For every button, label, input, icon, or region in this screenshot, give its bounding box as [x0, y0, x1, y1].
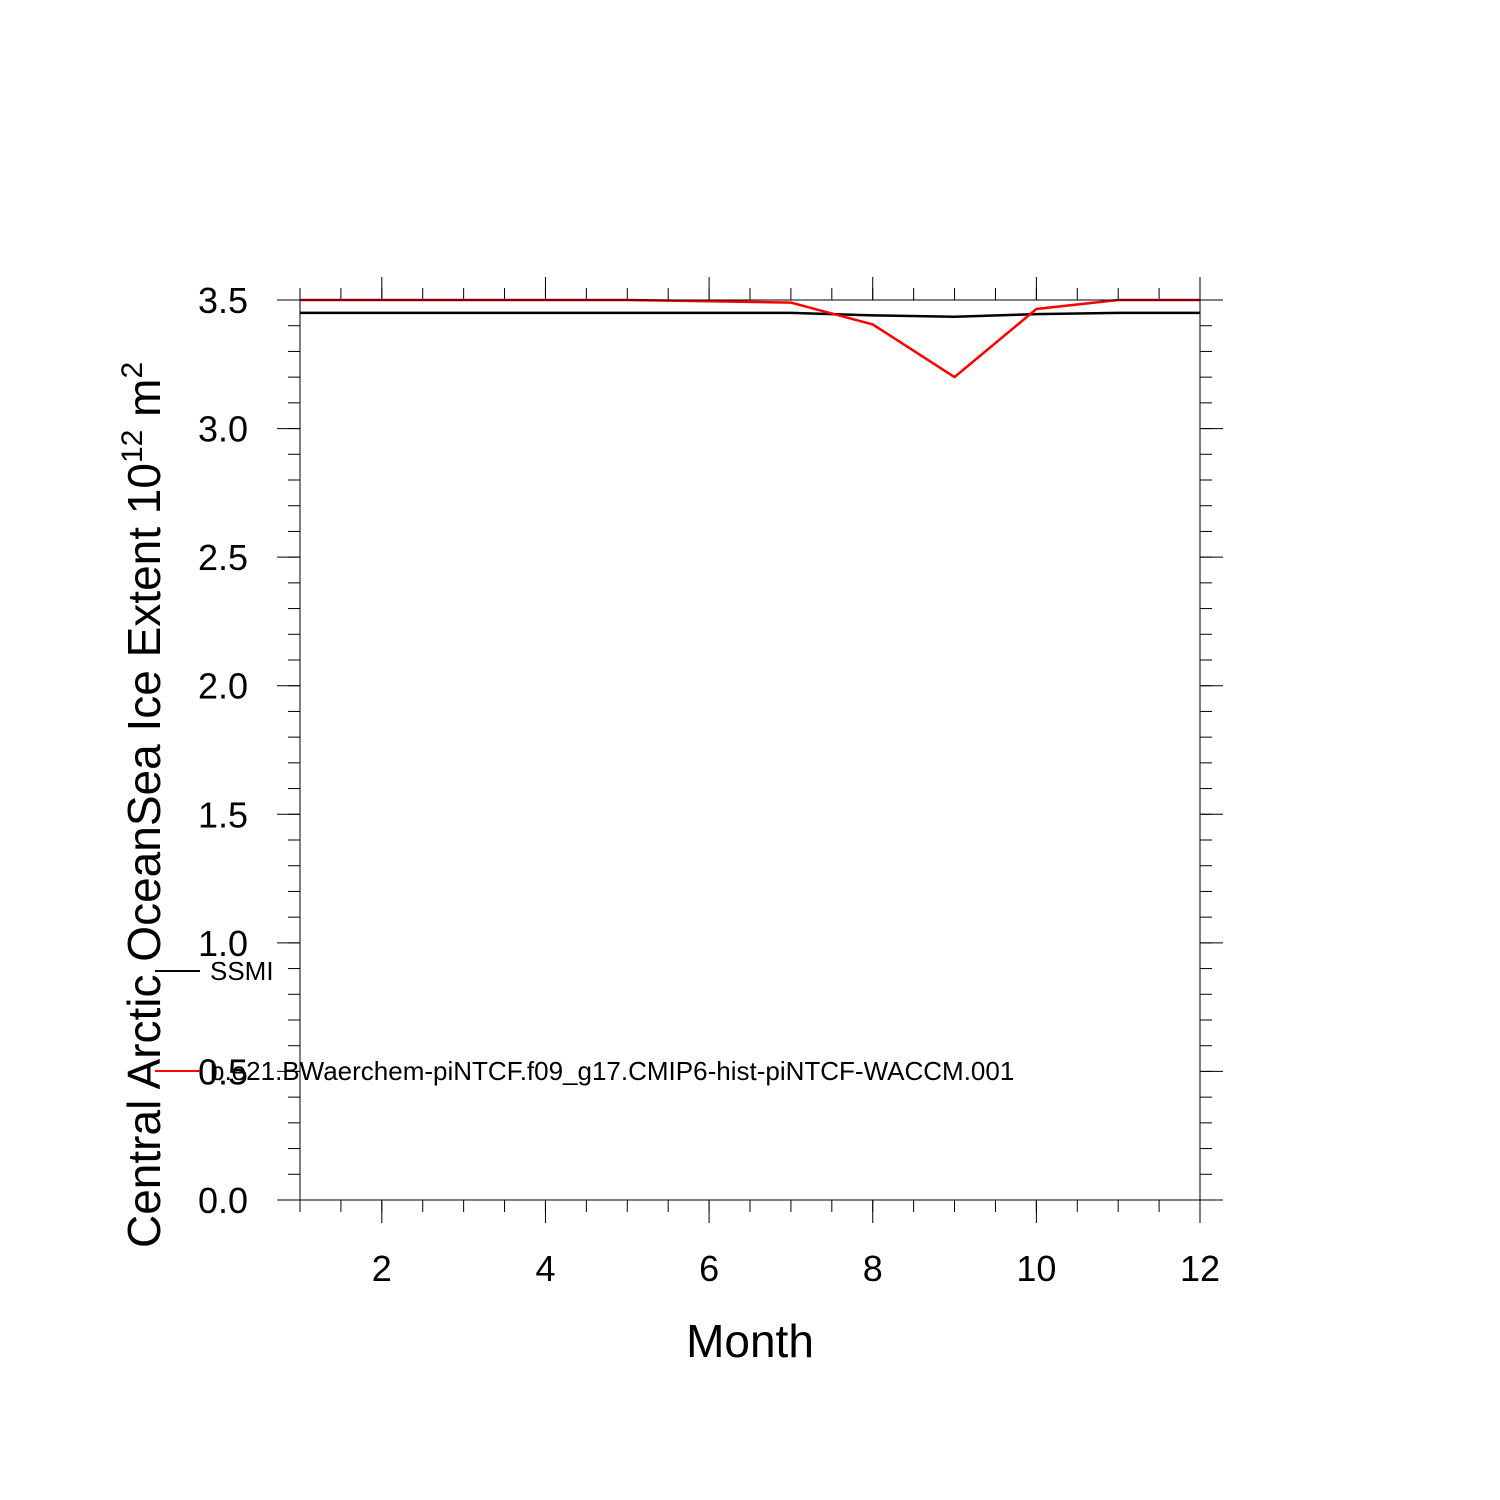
x-tick-label: 2 [372, 1248, 392, 1289]
y-tick-label: 0.0 [198, 1180, 248, 1221]
y-tick-label: 2.0 [198, 666, 248, 707]
y-tick-label: 0.5 [198, 1051, 248, 1092]
legend-label-1: SSMI [210, 956, 274, 986]
y-axis-label-text: Central Arctic OceanSea Ice Extent 10 [118, 463, 170, 1248]
legend-label-2: b.e21.BWaerchem-piNTCF.f09_g17.CMIP6-his… [210, 1056, 1014, 1086]
y-tick-label: 2.5 [198, 537, 248, 578]
y-tick-label: 3.5 [198, 280, 248, 321]
y-axis-label: Central Arctic OceanSea Ice Extent 1012 … [116, 362, 170, 1248]
x-tick-labels: 2 4 6 8 10 12 [372, 1248, 1220, 1289]
y-axis-label-unit-exponent: 2 [116, 362, 149, 379]
plot-frame [299, 299, 1201, 1201]
y-axis-label-unit: m [118, 379, 170, 417]
x-axis-label: Month [686, 1315, 814, 1367]
x-tick-label: 6 [699, 1248, 719, 1289]
x-tick-label: 8 [863, 1248, 883, 1289]
y-tick-label: 3.0 [198, 409, 248, 450]
y-tick-label: 1.0 [198, 923, 248, 964]
series-line-2 [300, 298, 1200, 379]
y-tick-label: 1.5 [198, 794, 248, 835]
y-axis-label-unit-spacer [118, 417, 170, 430]
major-ticks [277, 277, 1223, 1223]
x-tick-label: 12 [1180, 1248, 1220, 1289]
x-tick-label: 4 [535, 1248, 555, 1289]
y-tick-labels: 0.0 0.5 1.0 1.5 2.0 2.5 3.0 3.5 [198, 280, 248, 1221]
legend: SSMI b.e21.BWaerchem-piNTCF.f09_g17.CMIP6… [155, 956, 1014, 1086]
series-line-1 [300, 311, 1200, 318]
series-lines [300, 298, 1200, 379]
y-axis-label-exponent: 12 [116, 430, 149, 463]
x-tick-label: 10 [1016, 1248, 1056, 1289]
